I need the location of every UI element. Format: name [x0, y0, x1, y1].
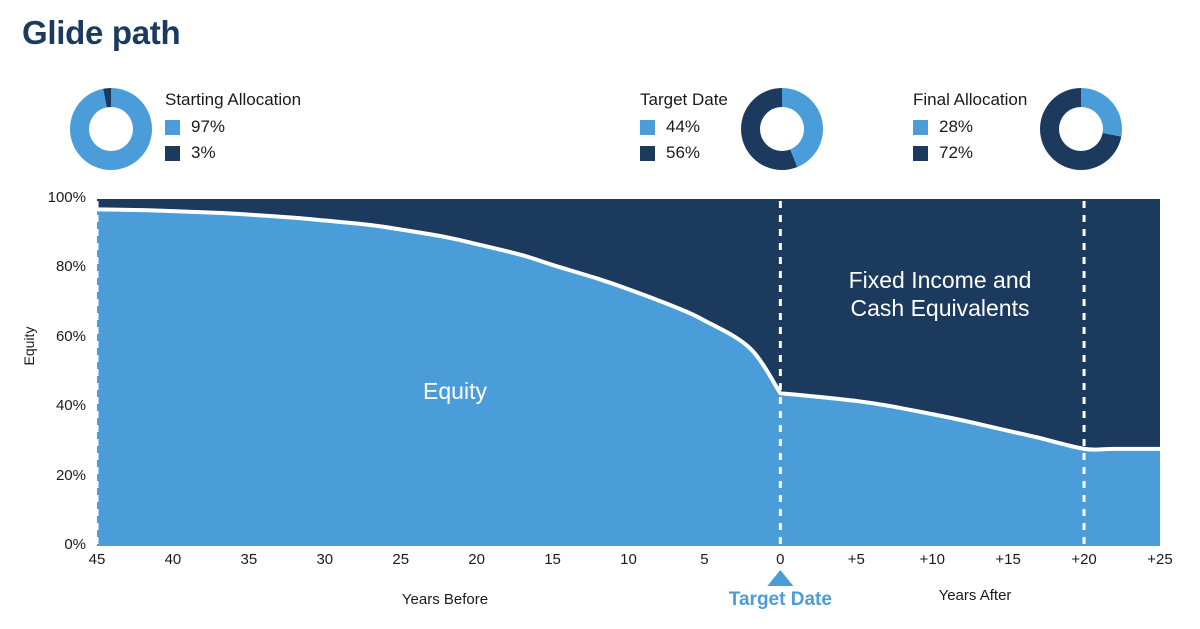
x-axis-tick-label: 30 [316, 551, 334, 568]
y-axis-title: Equity [21, 326, 37, 366]
target-date-triangle-icon [767, 570, 794, 586]
legend-swatch-icon [913, 145, 928, 161]
donut-legend-title: Target Date [640, 90, 728, 109]
x-axis-tick-label: +10 [919, 551, 945, 568]
donut-legend-final-allocation: Final Allocation 28% 72% [913, 88, 1027, 169]
y-axis-tick-label: 60% [55, 327, 86, 345]
target-date-caption: Target Date [728, 589, 832, 610]
x-axis-tick-label: 20 [468, 551, 485, 568]
x-axis-tick-label: 10 [620, 551, 637, 568]
donut-legend-value: 97% [191, 117, 226, 136]
donut-legend-row: 3% [165, 143, 301, 163]
donut-legend-row: 56% [640, 143, 728, 163]
x-axis-tick-label: +25 [1147, 551, 1173, 568]
y-axis-tick-label: 40% [55, 397, 86, 415]
donut-legend-target-date: Target Date 44% 56% [640, 88, 728, 169]
y-axis-tick-label: 80% [55, 258, 86, 276]
y-axis-tick-label: 100% [47, 189, 86, 206]
donut-group-final-allocation: Final Allocation 28% 72% [913, 88, 1123, 170]
donut-legend-title: Final Allocation [913, 90, 1028, 109]
x-axis-tick-label: 25 [392, 551, 410, 568]
x-axis-tick-label: 35 [240, 551, 258, 568]
donut-legend-row: 28% [913, 117, 1027, 137]
donut-group-starting-allocation: Starting Allocation 97% 3% [70, 88, 301, 170]
equity-area [97, 209, 1160, 546]
x-axis-tick-label: +15 [995, 551, 1021, 568]
x-axis-tick-label: +20 [1071, 551, 1097, 568]
years-before-caption: Years Before [401, 591, 489, 608]
donut-group-target-date: Target Date 44% 56% [640, 88, 823, 170]
x-axis-tick-label: 15 [544, 551, 561, 568]
fixed-income-band-label: Fixed Income and Cash Equivalents [840, 266, 1040, 322]
legend-swatch-icon [165, 119, 180, 135]
page-title: Glide path [22, 14, 181, 51]
donut-hole [1059, 107, 1104, 151]
x-axis-tick-label: 45 [88, 551, 106, 568]
donut-legend-starting-allocation: Starting Allocation 97% 3% [165, 88, 301, 169]
legend-swatch-icon [640, 145, 655, 161]
x-axis-tick-label: 5 [700, 551, 709, 568]
donut-legend-value: 72% [939, 143, 974, 162]
equity-band-label: Equity [423, 378, 487, 404]
donut-hole [89, 107, 133, 151]
donut-legend-row: 97% [165, 117, 301, 137]
legend-swatch-icon [165, 145, 180, 161]
x-axis-tick-label: 0 [776, 551, 785, 568]
donut-legend-value: 3% [191, 143, 216, 162]
legend-swatch-icon [640, 119, 655, 135]
donut-chart-starting-allocation [70, 88, 152, 170]
y-axis-tick-label: 20% [55, 466, 86, 484]
x-axis-tick-label: 40 [164, 551, 182, 568]
donut-legend-row: 44% [640, 117, 728, 137]
fixed-income-band-label-line2: Cash Equivalents [850, 295, 1030, 322]
equity-boundary-curve [96, 207, 1160, 452]
donut-chart-final-allocation [1040, 88, 1123, 170]
donut-legend-row: 72% [913, 143, 1027, 163]
legend-swatch-icon [913, 119, 928, 135]
fixed-income-band-label-line1: Fixed Income and [848, 267, 1032, 293]
donut-hole [759, 107, 804, 151]
years-after-caption: Years After [938, 587, 1012, 604]
donut-legend-value: 44% [666, 117, 701, 136]
donut-chart-target-date [740, 88, 823, 170]
y-axis-tick-label: 0% [64, 536, 86, 553]
donut-legend-value: 28% [939, 117, 974, 136]
x-axis-tick-label: +5 [847, 551, 865, 568]
donut-legend-title: Starting Allocation [165, 90, 302, 109]
donut-legend-value: 56% [666, 143, 701, 162]
